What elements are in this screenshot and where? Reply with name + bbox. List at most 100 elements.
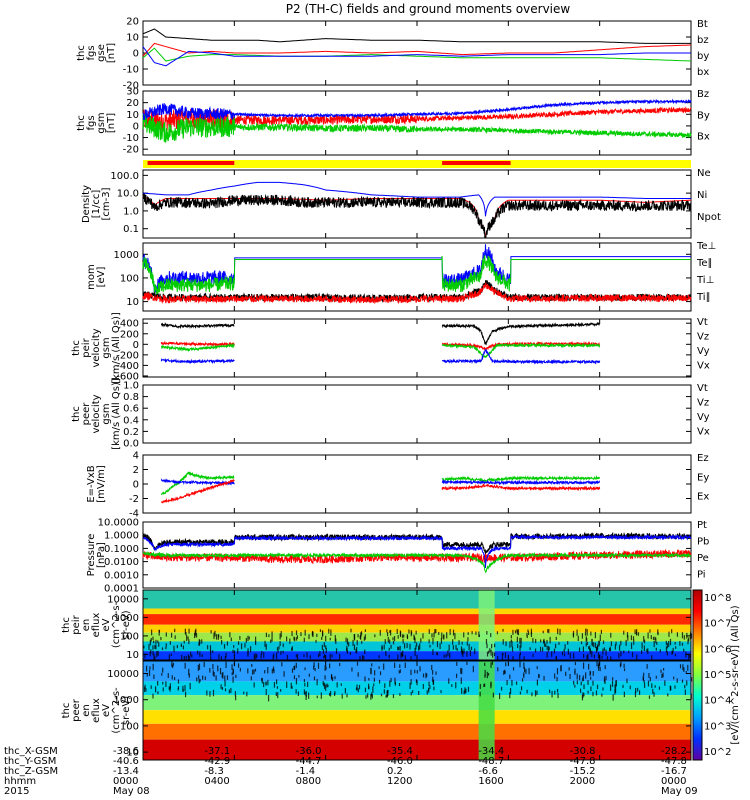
spectrogram-speckle (536, 679, 538, 686)
spectrogram-speckle (626, 678, 628, 684)
series-line-Ti∥ (142, 254, 691, 297)
spectrogram-speckle (210, 656, 212, 662)
panel-temperature: 1000 100 10 mom[eV] Te⊥ Te∥ Ti⊥ Ti∥ (86, 241, 716, 312)
spectrogram-speckle (468, 643, 470, 651)
spectrogram-speckle (501, 653, 504, 660)
spectrogram-speckle (636, 629, 638, 636)
spectrogram-speckle (187, 654, 189, 657)
spectrogram-speckle (392, 640, 395, 645)
spectrogram-speckle (153, 674, 155, 679)
spectrogram-speckle (671, 651, 674, 654)
spectrogram-speckle (399, 631, 402, 638)
spectrogram-speckle (224, 675, 226, 681)
spectrogram-speckle (325, 635, 327, 642)
spectrogram-speckle (436, 651, 438, 655)
panel-peir_velocity: 4002000-200-400-600thcpeirvelocitygsm[km… (71, 312, 710, 384)
spectrogram-speckle (280, 689, 282, 692)
spectrogram-speckle (215, 634, 218, 640)
spectrogram-speckle (365, 695, 367, 699)
spectrogram-speckle (378, 666, 380, 669)
spectrogram-speckle (658, 686, 661, 690)
spectrogram-speckle (532, 653, 534, 657)
spectrogram-speckle (348, 642, 350, 647)
spectrogram-speckle (224, 656, 226, 662)
spectrogram-speckle (623, 650, 625, 654)
spectrogram-speckle (357, 672, 359, 677)
spectrogram-speckle (199, 651, 201, 657)
spectrogram-speckle (254, 636, 257, 643)
y-tick-label: 20 (126, 98, 139, 109)
spectrogram-speckle (152, 650, 154, 656)
series-line-Vx (160, 357, 235, 365)
series-line-Pe (142, 550, 692, 574)
spectrogram-speckle (581, 694, 584, 701)
spectrogram-speckle (683, 648, 685, 652)
spectrogram-speckle (466, 650, 468, 657)
spectrogram-speckle (487, 672, 490, 676)
spectrogram-speckle (291, 630, 293, 637)
spectrogram-speckle (265, 632, 268, 638)
spectrogram-speckle (253, 656, 256, 663)
y-tick-label: 10 (126, 110, 139, 121)
spectrogram-speckle (517, 643, 519, 649)
legend-entry: By (697, 110, 710, 121)
spectrogram-speckle (272, 666, 275, 672)
spectrogram-speckle (649, 629, 651, 633)
spectrogram-speckle (387, 690, 389, 694)
spectrogram-speckle (556, 688, 559, 693)
spectrogram-speckle (483, 683, 485, 688)
spectrogram-speckle (519, 691, 522, 695)
footer-row-label: hhmm (4, 776, 36, 787)
spectrogram-speckle (451, 684, 453, 688)
series-line-by (142, 47, 691, 62)
spectrogram-speckle (517, 629, 520, 636)
spectrogram-speckle (177, 687, 179, 691)
spectrogram-speckle (534, 648, 537, 653)
spectrogram-speckle (610, 656, 612, 662)
spectrogram-speckle (325, 645, 327, 649)
y-tick-label: 1.0 (123, 206, 139, 217)
spectrogram-speckle (529, 647, 531, 651)
spectrogram-speckle (143, 645, 145, 649)
spectrogram-speckle (281, 662, 283, 667)
spectrogram-speckle (686, 680, 688, 686)
spectrogram-band (143, 608, 691, 615)
spectrogram-speckle (641, 649, 643, 654)
spectrogram-speckle (203, 661, 205, 668)
spectrogram-speckle (641, 642, 643, 649)
spectrogram-speckle (212, 650, 214, 653)
spectrogram-speckle (398, 646, 400, 651)
figure-title: P2 (TH-C) fields and ground moments over… (286, 2, 571, 16)
spectrogram-speckle (494, 643, 496, 648)
spectrogram-speckle (289, 638, 291, 644)
spectrogram-speckle (157, 640, 159, 644)
spectrogram-speckle (359, 635, 361, 639)
spectrogram-speckle (510, 635, 512, 639)
spectrogram-speckle (173, 645, 175, 652)
y-axis-label-line: E=-VxB (86, 465, 97, 502)
spectrogram-speckle (356, 647, 358, 654)
spectrogram-speckle (286, 654, 289, 660)
spectrogram-speckle (419, 666, 421, 672)
spectrogram-speckle (157, 650, 159, 657)
spectrogram-speckle (279, 641, 281, 646)
y-axis-label-line: mom (86, 264, 97, 290)
legend-entry: Vt (697, 317, 708, 328)
spectrogram-speckle (486, 651, 489, 657)
spectrogram-speckle (381, 645, 383, 651)
spectrogram-speckle (325, 666, 327, 670)
spectrogram-speckle (346, 638, 349, 645)
spectrogram-speckle (489, 648, 491, 653)
spectrogram-speckle (461, 668, 463, 675)
spectrogram-speckle (428, 629, 430, 634)
spectrogram-speckle (665, 646, 668, 653)
spectrogram-speckle (448, 678, 450, 684)
legend-entry: bx (697, 67, 709, 78)
y-tick-label: 0.4 (123, 415, 139, 426)
spectrogram-speckle (523, 656, 525, 660)
spectrogram-speckle (321, 630, 324, 637)
footer-value-y: -47.8 (661, 756, 687, 767)
spectrogram-speckle (324, 682, 326, 689)
legend-entry: Ey (697, 472, 709, 483)
